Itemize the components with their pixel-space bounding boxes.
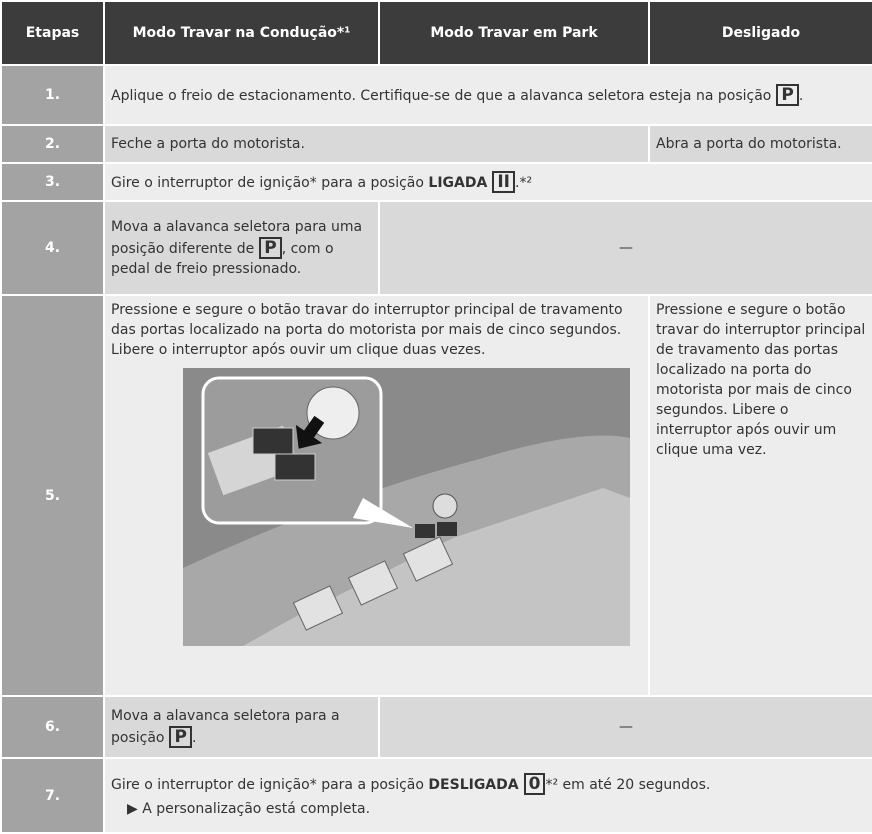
key: P [776,84,799,106]
cell: Gire o interruptor de ignição* para a po… [103,757,872,834]
text: Gire o interruptor de ignição* para a po… [111,175,424,191]
key: II [492,171,515,193]
step: 3. [0,162,105,202]
key: 0 [523,772,546,795]
bold-text: LIGADA [428,175,488,191]
illustration [183,368,630,646]
cell: Pressione e segure o botão travar do int… [648,294,872,697]
header: Desligado [648,0,872,66]
text: . [798,88,804,104]
step: 2. [0,124,105,164]
text: Mova a alavanca seletora para uma posiçã… [111,219,363,257]
row: 5. Pressione e segure o botão travar do … [0,294,872,697]
note-text: A personalização está completa. [142,800,371,817]
step: 4. [0,200,105,296]
text: Gire o interruptor de ignição* para a po… [111,776,424,793]
step: 1. [0,64,105,126]
key: P [259,237,282,259]
header-row: Etapas Modo Travar na Condução*¹ Modo Tr… [0,0,872,66]
cell: Pressione e segure o botão travar do int… [103,294,650,697]
row: 4. Mova a alavanca seletora para uma pos… [0,200,872,296]
cell: Mova a alavanca seletora para uma posiçã… [103,200,380,296]
text: Aplique o freio de estacionamento. Certi… [111,88,772,104]
bold-text: DESLIGADA [428,776,519,793]
cell: Mova a alavanca seletora para a posição P… [103,695,380,759]
step: 5. [0,294,105,697]
header: Etapas [0,0,105,66]
text: . [191,730,197,746]
row: 2. Feche a porta do motorista. Abra a po… [0,124,872,164]
line: Gire o interruptor de ignição* para a po… [111,772,866,795]
header: Modo Travar na Condução*¹ [103,0,380,66]
text: Mova a alavanca seletora para a posição [111,708,340,746]
arrow: ▶ [127,800,143,817]
text: , com o pedal de freio pressionado. [111,241,334,277]
cell: Abra a porta do motorista. [648,124,872,164]
header: Modo Travar em Park [378,0,650,66]
text: Pressione e segure o botão travar do int… [111,302,623,358]
row: 7. Gire o interruptor de ignição* para a… [0,757,872,834]
row: 6. Mova a alavanca seletora para a posiç… [0,695,872,759]
cell: Gire o interruptor de ignição* para a po… [103,162,872,202]
cell: Feche a porta do motorista. [103,124,650,164]
step: 6. [0,695,105,759]
cell: — [378,695,872,759]
text: .*² [515,175,533,191]
row: 1. Aplique o freio de estacionamento. Ce… [0,64,872,126]
row: 3. Gire o interruptor de ignição* para a… [0,162,872,202]
note: ▶ A personalização está completa. [127,799,866,819]
key: P [169,726,192,748]
text: *² em até 20 segundos. [545,776,711,793]
step: 7. [0,757,105,834]
cell: — [378,200,872,296]
cell: Aplique o freio de estacionamento. Certi… [103,64,872,126]
